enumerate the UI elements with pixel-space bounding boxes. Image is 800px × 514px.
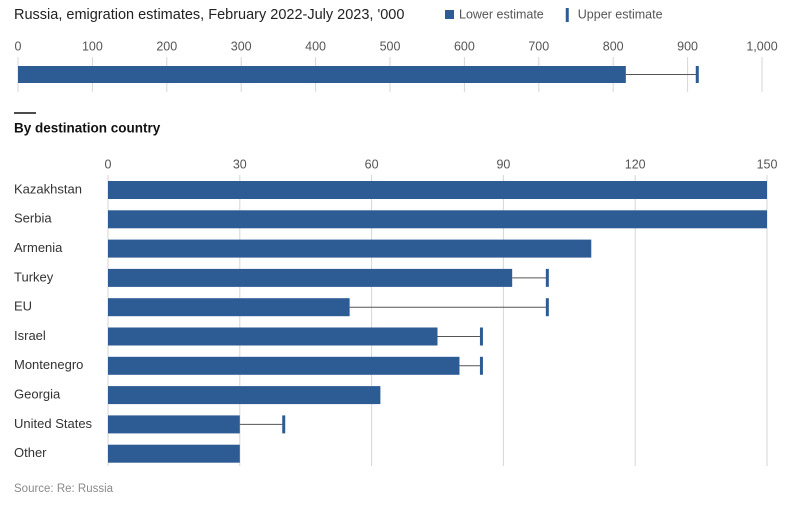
source: Source: Re: Russia bbox=[14, 483, 114, 495]
x-tick-label: 400 bbox=[305, 39, 326, 53]
x-tick-label: 600 bbox=[454, 39, 475, 53]
legend-swatch bbox=[565, 8, 569, 22]
y-tick-label: United States bbox=[14, 416, 93, 431]
bar bbox=[108, 356, 460, 375]
chart-title: Russia, emigration estimates, February 2… bbox=[14, 7, 404, 23]
bar bbox=[108, 415, 240, 434]
x-tick-label: 800 bbox=[603, 39, 624, 53]
x-tick-label: 1,000 bbox=[746, 39, 777, 53]
bar bbox=[108, 181, 767, 199]
bar bbox=[108, 444, 240, 463]
x-tick-label: 900 bbox=[677, 39, 698, 53]
x-tick-label: 500 bbox=[380, 39, 401, 53]
x-tick-label: 120 bbox=[625, 157, 646, 171]
bar bbox=[108, 210, 767, 229]
x-tick-label: 100 bbox=[82, 39, 103, 53]
legend-label: Upper estimate bbox=[578, 7, 663, 21]
x-tick-label: 60 bbox=[365, 157, 379, 171]
y-tick-label: Armenia bbox=[14, 240, 63, 255]
bar bbox=[108, 327, 438, 346]
x-tick-label: 0 bbox=[105, 157, 112, 171]
upper-estimate bbox=[282, 415, 286, 434]
bar bbox=[108, 386, 381, 405]
upper-estimate bbox=[479, 327, 483, 346]
x-tick-label: 300 bbox=[231, 39, 252, 53]
bar bbox=[108, 239, 592, 258]
upper-estimate bbox=[545, 298, 549, 317]
legend-label: Lower estimate bbox=[459, 7, 544, 21]
legend-swatch bbox=[445, 10, 454, 19]
upper-estimate bbox=[545, 268, 549, 287]
y-tick-label: Serbia bbox=[14, 211, 52, 226]
bar bbox=[18, 66, 626, 83]
y-tick-label: Georgia bbox=[14, 387, 61, 402]
bar bbox=[108, 268, 513, 287]
x-tick-label: 0 bbox=[15, 39, 22, 53]
bar bbox=[108, 298, 350, 317]
x-tick-label: 90 bbox=[496, 157, 510, 171]
y-tick-label: Montenegro bbox=[14, 357, 83, 372]
y-tick-label: Kazakhstan bbox=[14, 181, 82, 196]
chart-subtitle: By destination country bbox=[14, 121, 161, 136]
upper-estimate bbox=[479, 356, 483, 375]
y-tick-label: EU bbox=[14, 299, 32, 314]
y-tick-label: Turkey bbox=[14, 269, 54, 284]
x-tick-label: 200 bbox=[156, 39, 177, 53]
y-tick-label: Israel bbox=[14, 328, 46, 343]
x-tick-label: 700 bbox=[528, 39, 549, 53]
upper-estimate bbox=[695, 66, 699, 83]
y-tick-label: Other bbox=[14, 445, 47, 460]
x-tick-label: 30 bbox=[233, 157, 247, 171]
x-tick-label: 150 bbox=[757, 157, 778, 171]
